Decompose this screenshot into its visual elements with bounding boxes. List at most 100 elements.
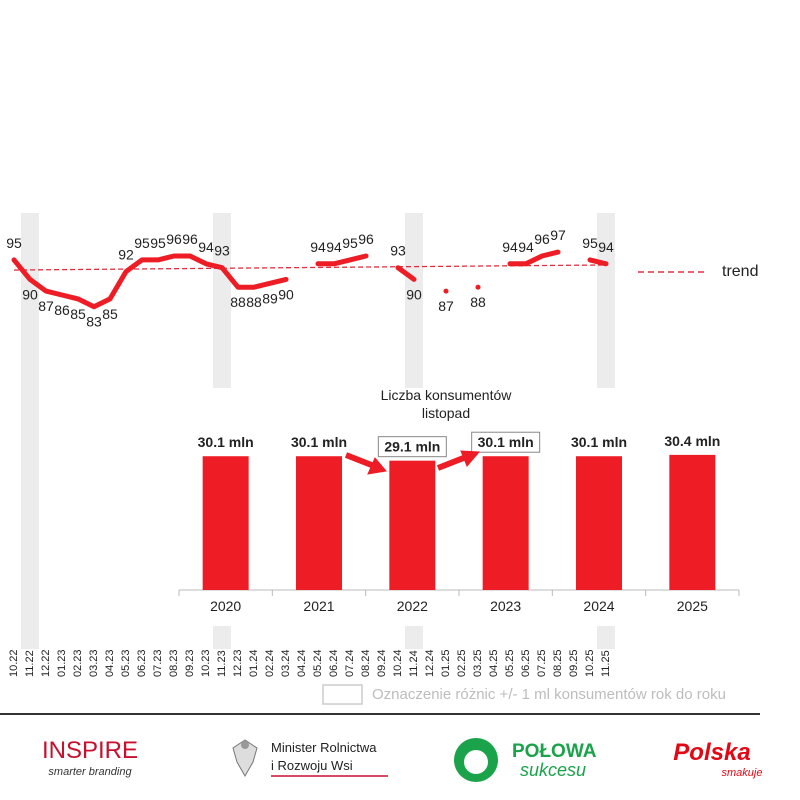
data-label: 95 — [134, 235, 150, 251]
trend-line — [13, 264, 607, 271]
x-tick-label: 01.25 — [440, 649, 452, 677]
bar — [576, 456, 622, 590]
x-tick-label: 07.25 — [536, 649, 548, 677]
data-label: 96 — [358, 231, 374, 247]
x-tick-label: 12.23 — [232, 649, 244, 677]
logo-eagle — [232, 739, 258, 778]
x-tick-label: 04.25 — [488, 649, 500, 677]
x-tick-label: 2022 — [397, 598, 428, 614]
logo-polowa-tag: sukcesu — [520, 760, 586, 780]
label-box — [377, 436, 447, 458]
label-box — [471, 431, 541, 453]
x-tick-label: 09.25 — [568, 649, 580, 677]
data-label: 88 — [230, 294, 246, 310]
data-label: 30.1 mln — [291, 434, 347, 450]
data-label: 90 — [22, 286, 38, 302]
logo-ministry: i Rozwoju Wsi — [271, 758, 353, 773]
logo-polska-tag: smakuje — [722, 767, 763, 779]
data-label: 94 — [326, 239, 342, 255]
data-label: 90 — [278, 286, 294, 302]
x-tick-label: 03.24 — [280, 649, 292, 677]
bar — [669, 454, 716, 590]
data-label: 29.1 mln — [384, 439, 440, 455]
x-tick-label: 05.23 — [120, 649, 132, 677]
x-tick-label: 01.24 — [248, 649, 260, 677]
data-label: 90 — [406, 286, 422, 302]
x-tick-label: 10.24 — [392, 649, 404, 677]
bar — [389, 460, 436, 590]
legend-label: trend — [722, 263, 758, 280]
bar — [202, 456, 249, 590]
arrow — [436, 454, 468, 471]
x-tick-label: 11.24 — [408, 650, 420, 677]
x-tick-label: 2023 — [490, 598, 521, 614]
x-tick-label: 2025 — [677, 598, 708, 614]
data-label: 92 — [118, 247, 134, 263]
x-tick-label: 02.23 — [72, 649, 84, 677]
x-tick-label: 08.24 — [360, 649, 372, 677]
x-tick-label: 07.23 — [152, 649, 164, 677]
logo-ministry: Minister Rolnictwa — [271, 740, 377, 755]
bar-chart: 2020 30.1 mln 2021 30.1 mln 2022 29.1 mln 2023… — [178, 431, 740, 614]
data-label: 94 — [518, 239, 534, 255]
data-label: 96 — [166, 231, 182, 247]
data-label: 95 — [582, 235, 598, 251]
arrows — [344, 450, 481, 475]
data-label: 87 — [38, 298, 54, 314]
x-tick-label: 10.22 — [8, 649, 20, 677]
x-tick-label: 09.24 — [376, 649, 388, 677]
data-label: 94 — [198, 239, 214, 255]
data-label: 30.1 mln — [198, 434, 254, 450]
x-tick-label: 08.23 — [168, 649, 180, 677]
data-label: 30.1 mln — [478, 434, 534, 450]
x-tick-label: 05.24 — [312, 649, 324, 677]
highlight-band — [21, 213, 39, 649]
arrow-head — [367, 457, 387, 475]
x-tick-label: 06.25 — [520, 649, 532, 677]
inset-background — [180, 388, 740, 626]
x-tick-label: 11.22 — [24, 650, 36, 677]
legend-box — [322, 684, 363, 705]
data-label: 95 — [150, 235, 166, 251]
x-tick-label: 01.23 — [56, 649, 68, 677]
data-label: 93 — [214, 243, 230, 259]
data-label: 30.1 mln — [571, 434, 627, 450]
x-tick-label: 11.23 — [216, 650, 228, 677]
line — [11, 249, 609, 310]
x-tick-label: 08.25 — [552, 649, 564, 677]
x-tick-label: 09.23 — [184, 649, 196, 677]
data-label: 83 — [86, 314, 102, 330]
x-tick-label: 05.25 — [504, 649, 516, 677]
data-label: 94 — [502, 239, 518, 255]
data-label: 88 — [470, 294, 486, 310]
data-label: 93 — [390, 243, 406, 259]
data-label: 86 — [54, 302, 70, 318]
logo-inspire-tag: smarter branding — [48, 766, 132, 778]
bar — [482, 456, 529, 590]
x-tick-label: 12.24 — [424, 649, 436, 677]
data-label: 94 — [310, 239, 326, 255]
data-label: 30.4 mln — [664, 433, 720, 449]
data-label: 95 — [342, 235, 358, 251]
legend-note: Oznaczenie różnic +/- 1 ml konsumentów r… — [372, 686, 726, 703]
data-label: 85 — [102, 306, 118, 322]
x-tick-label: 10.23 — [200, 649, 212, 677]
line-chart: 10.22 11.22 12.22 01.23 02.23 03.23 04.23 05.23… — [6, 227, 758, 677]
x-tick-label: 03.23 — [88, 649, 100, 677]
x-tick-label: 02.24 — [264, 649, 276, 677]
x-tick-label: 04.24 — [296, 649, 308, 677]
x-tick-label: 04.23 — [104, 649, 116, 677]
x-tick-label: 02.25 — [456, 649, 468, 677]
data-label: 94 — [598, 239, 614, 255]
data-label: 97 — [550, 227, 566, 243]
x-tick-label: 2024 — [583, 598, 614, 614]
data-label: 95 — [6, 235, 22, 251]
x-tick-label: 12.22 — [40, 649, 52, 677]
logo-polowa-circle — [464, 750, 488, 774]
x-tick-label: 03.25 — [472, 649, 484, 677]
x-tick-label: 2020 — [210, 598, 241, 614]
x-tick-label: 10.25 — [584, 649, 596, 677]
bar — [296, 456, 342, 590]
